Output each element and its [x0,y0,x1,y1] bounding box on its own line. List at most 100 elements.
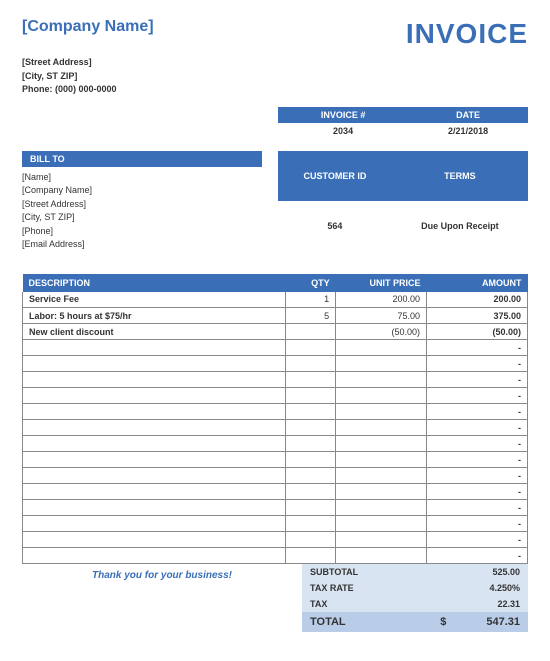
cell-amount: - [426,436,527,452]
bill-to-phone: [Phone] [22,225,262,239]
terms-value: Due Upon Receipt [392,201,528,252]
tax-label: TAX [310,599,327,609]
customer-meta-table: CUSTOMER ID TERMS 564 Due Upon Receipt [278,151,528,252]
thank-you-text: Thank you for your business! [22,564,302,632]
bill-customer-row: BILL TO [Name] [Company Name] [Street Ad… [22,151,528,252]
cell-description [23,420,286,436]
cell-description: New client discount [23,324,286,340]
cell-unit-price [336,436,427,452]
bill-to-street: [Street Address] [22,198,262,212]
table-row: - [23,468,528,484]
cell-description [23,516,286,532]
total-value: 547.31 [486,616,520,628]
cell-unit-price [336,356,427,372]
table-row: - [23,340,528,356]
bill-to-block: BILL TO [Name] [Company Name] [Street Ad… [22,151,262,252]
table-row: - [23,356,528,372]
sender-address: [Street Address] [City, ST ZIP] Phone: (… [22,56,528,97]
cell-amount: - [426,516,527,532]
subtotal-value: 525.00 [492,567,520,577]
cell-description [23,404,286,420]
totals-block: SUBTOTAL 525.00 TAX RATE 4.250% TAX 22.3… [302,564,528,632]
cell-amount: - [426,356,527,372]
customer-id: 564 [278,201,392,252]
col-amount: AMOUNT [426,274,527,292]
cell-qty [285,324,336,340]
cell-description: Service Fee [23,292,286,308]
terms-label: TERMS [392,151,528,202]
subtotal-row: SUBTOTAL 525.00 [302,564,528,580]
cell-qty [285,372,336,388]
invoice-meta-table: INVOICE # DATE 2034 2/21/2018 [278,107,528,139]
bill-to-city: [City, ST ZIP] [22,211,262,225]
bill-to-name: [Name] [22,171,262,185]
tax-rate-label: TAX RATE [310,583,354,593]
cell-qty: 1 [285,292,336,308]
cell-description [23,436,286,452]
customer-id-label: CUSTOMER ID [278,151,392,202]
invoice-title: INVOICE [406,18,528,50]
cell-amount: (50.00) [426,324,527,340]
cell-qty [285,388,336,404]
table-row: - [23,516,528,532]
cell-amount: - [426,500,527,516]
tax-value: 22.31 [497,599,520,609]
tax-rate-value: 4.250% [489,583,520,593]
table-row: - [23,500,528,516]
sender-city: [City, ST ZIP] [22,70,528,84]
subtotal-label: SUBTOTAL [310,567,358,577]
table-row: - [23,388,528,404]
cell-description [23,532,286,548]
cell-description [23,340,286,356]
cell-unit-price [336,500,427,516]
cell-unit-price [336,484,427,500]
bill-to-lines: [Name] [Company Name] [Street Address] [… [22,171,262,252]
cell-amount: - [426,484,527,500]
cell-qty [285,532,336,548]
cell-amount: 375.00 [426,308,527,324]
sender-street: [Street Address] [22,56,528,70]
cell-qty [285,548,336,564]
cell-unit-price [336,548,427,564]
tax-rate-row: TAX RATE 4.250% [302,580,528,596]
cell-description: Labor: 5 hours at $75/hr [23,308,286,324]
cell-description [23,500,286,516]
cell-qty [285,516,336,532]
table-row: - [23,404,528,420]
header-row: [Company Name] INVOICE [22,18,528,50]
table-row: - [23,452,528,468]
table-row: - [23,420,528,436]
cell-description [23,372,286,388]
cell-amount: - [426,388,527,404]
cell-amount: - [426,468,527,484]
table-row: Labor: 5 hours at $75/hr575.00375.00 [23,308,528,324]
cell-unit-price [336,452,427,468]
cell-description [23,548,286,564]
cell-qty [285,420,336,436]
cell-qty [285,404,336,420]
cell-amount: - [426,404,527,420]
bill-to-company: [Company Name] [22,184,262,198]
invoice-num: 2034 [278,123,408,139]
line-items-table: DESCRIPTION QTY UNIT PRICE AMOUNT Servic… [22,274,528,565]
cell-unit-price [336,532,427,548]
company-name: [Company Name] [22,18,154,36]
cell-amount: - [426,532,527,548]
total-currency: $ [440,616,446,628]
bill-to-header: BILL TO [22,151,262,167]
cell-qty: 5 [285,308,336,324]
cell-unit-price [336,340,427,356]
table-row: New client discount (50.00)(50.00) [23,324,528,340]
cell-qty [285,340,336,356]
cell-description [23,468,286,484]
cell-unit-price: (50.00) [336,324,427,340]
cell-qty [285,468,336,484]
cell-qty [285,500,336,516]
cell-qty [285,436,336,452]
cell-unit-price [336,516,427,532]
col-description: DESCRIPTION [23,274,286,292]
cell-description [23,388,286,404]
cell-description [23,484,286,500]
table-row: - [23,436,528,452]
cell-description [23,356,286,372]
